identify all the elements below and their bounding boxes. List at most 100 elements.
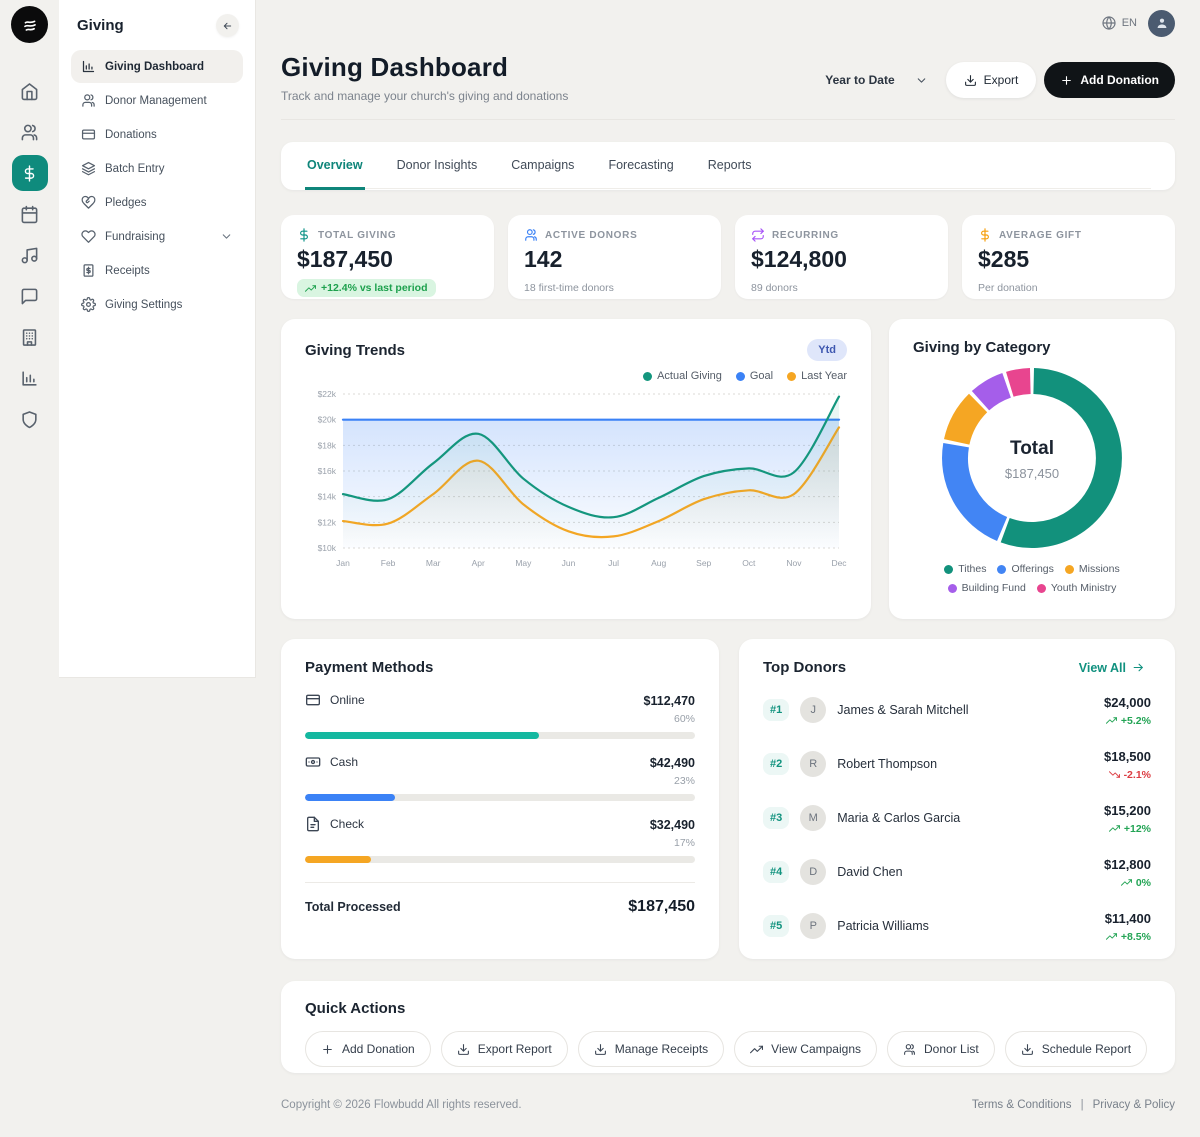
rail-item-users[interactable] bbox=[18, 120, 42, 144]
view-all-link[interactable]: View All bbox=[1073, 660, 1151, 676]
payment-bar-check bbox=[305, 856, 372, 863]
add-donation-button[interactable]: Add Donation bbox=[1044, 62, 1175, 98]
view-all-label: View All bbox=[1078, 660, 1126, 675]
legend-last-year: Last Year bbox=[787, 370, 847, 382]
rail-item-dollar[interactable] bbox=[11, 155, 48, 191]
payment-methods-card: Payment Methods Online $112,470 60% Cash … bbox=[281, 639, 719, 959]
stat-card-subtext: 18 first-time donors bbox=[524, 282, 614, 294]
payment-amount: $32,490 bbox=[649, 818, 695, 832]
flowbudd-logo[interactable] bbox=[11, 6, 48, 43]
music-icon bbox=[21, 247, 38, 263]
donor-change: 0% bbox=[1104, 877, 1151, 889]
sidebar-collapse-button[interactable] bbox=[216, 14, 239, 37]
terms-link[interactable]: Terms & Conditions bbox=[971, 1099, 1072, 1111]
quick-action-label: Export Report bbox=[477, 1042, 552, 1056]
svg-text:Total: Total bbox=[1010, 438, 1054, 459]
quick-action-view-campaigns[interactable]: View Campaigns bbox=[734, 1031, 877, 1067]
topbar: EN bbox=[281, 0, 1175, 46]
dollar-icon bbox=[300, 228, 308, 242]
stat-card-subtext: Per donation bbox=[978, 282, 1038, 294]
quick-action-add-donation[interactable]: Add Donation bbox=[305, 1031, 431, 1067]
giving-by-category-chart: Total $187,450 bbox=[913, 362, 1151, 554]
rail-item-music[interactable] bbox=[18, 243, 42, 267]
svg-text:Jul: Jul bbox=[608, 558, 619, 568]
stat-card-recurring: RECURRING $124,800 89 donors bbox=[735, 215, 948, 299]
payment-bar-online bbox=[305, 732, 539, 739]
person-icon bbox=[1157, 18, 1166, 28]
charts-row: Giving Trends Ytd Actual Giving Goal Last … bbox=[281, 319, 1175, 619]
payment-row-online: Online $112,470 60% bbox=[305, 692, 695, 739]
tab-overview[interactable]: Overview bbox=[305, 142, 365, 190]
donor-avatar: M bbox=[800, 805, 827, 831]
sidebar-item-receipts[interactable]: Receipts bbox=[71, 254, 243, 287]
payment-bar-cash bbox=[305, 794, 395, 801]
dollar-icon bbox=[981, 228, 989, 242]
sidebar-item-donor-management[interactable]: Donor Management bbox=[71, 84, 243, 117]
payment-percent: 60% bbox=[673, 713, 695, 725]
rail-item-shield[interactable] bbox=[18, 407, 42, 431]
sidebar-item-batch-entry[interactable]: Batch Entry bbox=[71, 152, 243, 185]
svg-text:$187,450: $187,450 bbox=[1005, 466, 1059, 481]
payment-bar-track bbox=[305, 732, 695, 739]
footer: Copyright © 2026 Flowbudd All rights res… bbox=[281, 1099, 1175, 1131]
tab-donor-insights[interactable]: Donor Insights bbox=[395, 142, 480, 190]
rail-item-chat[interactable] bbox=[18, 284, 42, 308]
quick-action-manage-receipts[interactable]: Manage Receipts bbox=[577, 1031, 725, 1067]
trending-up-icon bbox=[1108, 825, 1120, 832]
svg-text:Jun: Jun bbox=[562, 558, 576, 568]
repeat-icon bbox=[752, 228, 764, 242]
rail-item-building[interactable] bbox=[18, 325, 42, 349]
sidebar-item-donations[interactable]: Donations bbox=[71, 118, 243, 151]
handshake-icon bbox=[81, 195, 96, 209]
privacy-link[interactable]: Privacy & Policy bbox=[1092, 1099, 1175, 1111]
export-button[interactable]: Export bbox=[945, 62, 1037, 98]
rail-item-home[interactable] bbox=[18, 79, 42, 103]
stat-card-value: $285 bbox=[978, 246, 1030, 272]
payment-percent: 17% bbox=[673, 837, 695, 849]
quick-action-donor-list[interactable]: Donor List bbox=[887, 1031, 995, 1067]
tabs: Overview Donor Insights Campaigns Foreca… bbox=[305, 142, 1151, 190]
chart-icon bbox=[82, 60, 95, 73]
ytd-badge[interactable]: Ytd bbox=[807, 339, 847, 361]
legend-tithes: Tithes bbox=[944, 563, 986, 575]
sidebar-item-pledges[interactable]: Pledges bbox=[71, 186, 243, 219]
quick-action-schedule-report[interactable]: Schedule Report bbox=[1004, 1031, 1148, 1067]
donor-change: +8.5% bbox=[1105, 931, 1151, 943]
donor-avatar: P bbox=[800, 913, 827, 939]
donor-row-robert-thompson: #2 R Robert Thompson $18,500 -2.1% bbox=[763, 744, 1151, 784]
download-icon bbox=[457, 1043, 469, 1055]
stat-card-label: ACTIVE DONORS bbox=[545, 229, 638, 241]
giving-sidebar: Giving Giving Dashboard Donor Management… bbox=[59, 0, 256, 678]
language-switcher[interactable]: EN bbox=[1101, 15, 1137, 31]
page-title: Giving Dashboard bbox=[281, 52, 509, 82]
giving-by-category-title: Giving by Category bbox=[913, 339, 1051, 356]
quick-action-export-report[interactable]: Export Report bbox=[440, 1031, 568, 1067]
rail-item-analytics[interactable] bbox=[18, 366, 42, 390]
tab-campaigns[interactable]: Campaigns bbox=[509, 142, 576, 190]
sidebar-nav: Giving Dashboard Donor Management Donati… bbox=[71, 50, 243, 321]
svg-text:Oct: Oct bbox=[742, 558, 756, 568]
donor-amount: $12,800 bbox=[1104, 856, 1151, 872]
stat-card-label: TOTAL GIVING bbox=[318, 229, 397, 241]
sidebar-item-giving-settings[interactable]: Giving Settings bbox=[71, 288, 243, 321]
sidebar-item-fundraising[interactable]: Fundraising bbox=[71, 220, 243, 253]
sidebar-item-giving-dashboard[interactable]: Giving Dashboard bbox=[71, 50, 243, 83]
svg-text:May: May bbox=[515, 558, 532, 568]
user-avatar[interactable] bbox=[1148, 9, 1175, 37]
donor-change: +5.2% bbox=[1104, 715, 1151, 727]
giving-trends-title: Giving Trends bbox=[305, 341, 406, 359]
stat-card-subtext: 89 donors bbox=[751, 282, 798, 294]
period-select[interactable]: Year to Date bbox=[815, 64, 937, 96]
calendar-icon bbox=[21, 205, 38, 223]
sidebar-item-label: Giving Dashboard bbox=[105, 60, 205, 73]
stat-card-value: $187,450 bbox=[297, 246, 393, 272]
svg-text:$14k: $14k bbox=[318, 492, 337, 502]
donor-rank-badge: #5 bbox=[763, 915, 790, 937]
chat-icon bbox=[21, 288, 38, 304]
rail-item-calendar[interactable] bbox=[18, 202, 42, 226]
stat-delta-badge: +12.4% vs last period bbox=[297, 279, 436, 297]
logo-squiggle-icon bbox=[23, 20, 36, 31]
tab-reports[interactable]: Reports bbox=[706, 142, 754, 190]
quick-actions-title: Quick Actions bbox=[305, 1000, 406, 1017]
tab-forecasting[interactable]: Forecasting bbox=[606, 142, 675, 190]
